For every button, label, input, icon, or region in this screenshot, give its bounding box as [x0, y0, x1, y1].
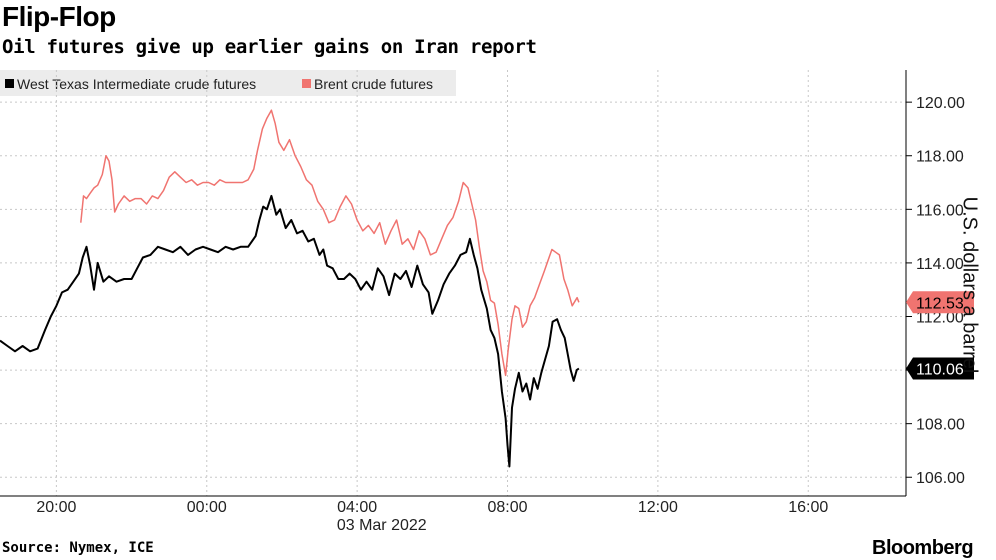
- last-value-tag-wti: [906, 357, 974, 380]
- legend-item-brent: Brent crude futures: [302, 76, 433, 92]
- grid-layer: [0, 70, 906, 496]
- x-tick-label: 12:00: [638, 499, 678, 516]
- y-tick-label: 116.00: [916, 202, 964, 219]
- legend-swatch-wti: [5, 79, 14, 88]
- legend-label-brent: Brent crude futures: [314, 76, 434, 92]
- legend-swatch-brent: [302, 79, 311, 88]
- legend-label-wti: West Texas Intermediate crude futures: [17, 76, 257, 92]
- y-axis-label: U.S. dollars a barrel: [958, 196, 981, 374]
- legend: West Texas Intermediate crude futures Br…: [0, 70, 456, 96]
- series-line-wti: [0, 194, 580, 468]
- x-tick-label: 20:00: [36, 499, 76, 516]
- x-tick-label: 08:00: [487, 499, 527, 516]
- x-tick-label: 04:00: [337, 499, 377, 516]
- series-layer: [0, 109, 580, 468]
- y-tick-label: 120.00: [916, 95, 965, 112]
- y-tick-label: 112.00: [916, 309, 964, 326]
- y-tick-label: 114.00: [916, 256, 964, 273]
- x-date-label: 03 Mar 2022: [337, 517, 427, 534]
- x-tick-label: 16:00: [788, 499, 828, 516]
- y-tick-label: 108.00: [916, 417, 965, 434]
- axis-layer: 106.00108.00110.00112.00114.00116.00118.…: [0, 70, 974, 534]
- x-tick-label: 00:00: [187, 499, 227, 516]
- chart-subtitle: Oil futures give up earlier gains on Ira…: [2, 36, 537, 58]
- bloomberg-logo: Bloomberg: [872, 537, 974, 559]
- y-tick-label: 118.00: [916, 149, 964, 166]
- y-tick-label: 106.00: [916, 470, 965, 487]
- series-line-brent: [80, 109, 580, 377]
- last-value-tag-brent: [906, 291, 974, 314]
- last-value-label-brent: 112.53: [916, 295, 964, 312]
- source-note: Source: Nymex, ICE: [2, 540, 154, 556]
- last-value-label-wti: 110.06: [916, 361, 964, 378]
- chart-title: Flip-Flop: [2, 1, 116, 32]
- legend-item-wti: West Texas Intermediate crude futures: [5, 76, 256, 92]
